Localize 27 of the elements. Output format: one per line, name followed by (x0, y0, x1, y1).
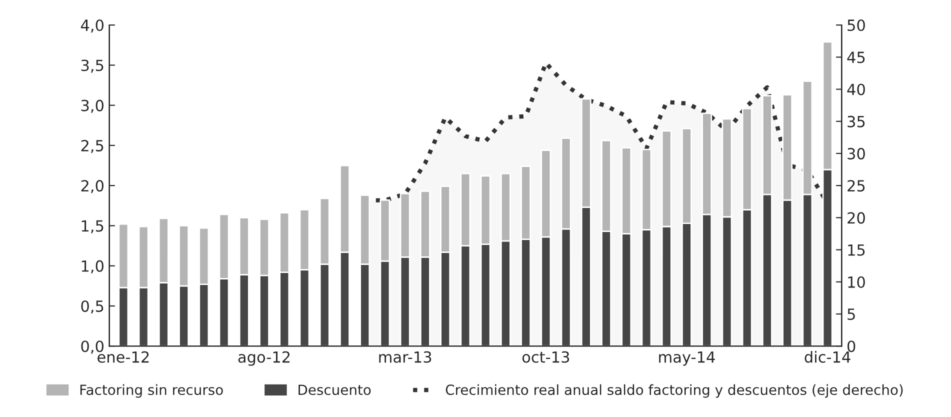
y-tick-label: 2,5 (81, 140, 104, 154)
legend-label: Crecimiento real anual saldo factoring y descuentos (eje derecho) (446, 384, 903, 398)
x-tick-label: dic-14 (804, 350, 850, 363)
y2-tick-label: 10 (848, 276, 865, 288)
y2-tick-label: 25 (848, 180, 865, 192)
y-tick-label: 0,5 (81, 300, 104, 314)
legend-label: Factoring sin recurso (80, 384, 223, 398)
y2-tick-label: 5 (848, 308, 855, 320)
y2-tick-label: 20 (848, 212, 865, 224)
legend-label: Descuento (298, 384, 371, 396)
y2-tick-label: 15 (848, 244, 865, 256)
x-tick-label: may-14 (659, 351, 715, 366)
x-tick-label: mar-13 (379, 351, 432, 363)
x-tick-label: ago-12 (238, 351, 290, 366)
y-tick-label: 2,0 (81, 180, 104, 194)
y2-tick-label: 45 (847, 52, 865, 64)
y-tick-label: 3,0 (81, 100, 104, 113)
y-tick-label: 3,5 (81, 60, 104, 73)
y-tick-label: 4,0 (80, 19, 104, 33)
y-tick-label: 1,5 (82, 220, 104, 234)
y2-tick-label: 40 (847, 84, 865, 96)
y2-tick-label: 30 (848, 148, 865, 160)
x-tick-label: oct-13 (522, 351, 570, 363)
y-tick-label: 1,0 (82, 260, 104, 274)
y2-tick-label: 0 (848, 340, 856, 352)
y2-tick-label: 50 (848, 19, 865, 32)
y2-tick-label: 35 (848, 116, 865, 128)
